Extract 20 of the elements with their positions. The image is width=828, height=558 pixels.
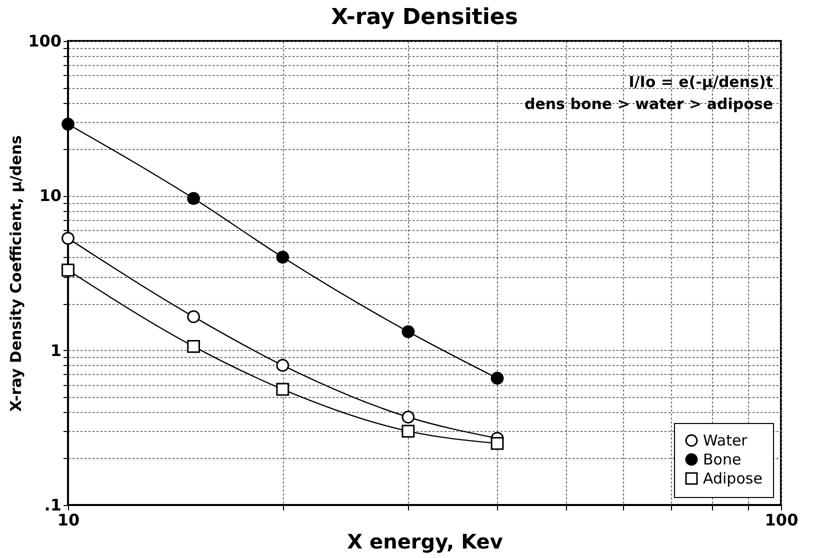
- point: [62, 264, 74, 277]
- point: [276, 382, 290, 396]
- annotation: I/Io = e(-μ/dens)t: [628, 73, 773, 91]
- legend-label: Adipose: [703, 470, 762, 488]
- point: [62, 232, 74, 245]
- point: [276, 358, 290, 372]
- y-tick-label: 100: [28, 32, 62, 50]
- y-tick-label: .1: [44, 496, 62, 514]
- point: [490, 437, 504, 450]
- annotation: dens bone > water > adipose: [524, 95, 773, 113]
- point: [276, 250, 290, 264]
- legend-label: Bone: [703, 450, 742, 468]
- y-axis-title: X-ray Density Coefficient, μ/dens: [7, 135, 26, 412]
- y-tick-label: 1: [50, 340, 62, 360]
- legend-label: Water: [703, 432, 748, 450]
- point: [62, 118, 74, 131]
- chart-title: X-ray Densities: [331, 5, 518, 30]
- y-tick-label: 10: [39, 186, 62, 206]
- point: [490, 372, 504, 385]
- x-axis-title: X energy, Kev: [347, 530, 503, 554]
